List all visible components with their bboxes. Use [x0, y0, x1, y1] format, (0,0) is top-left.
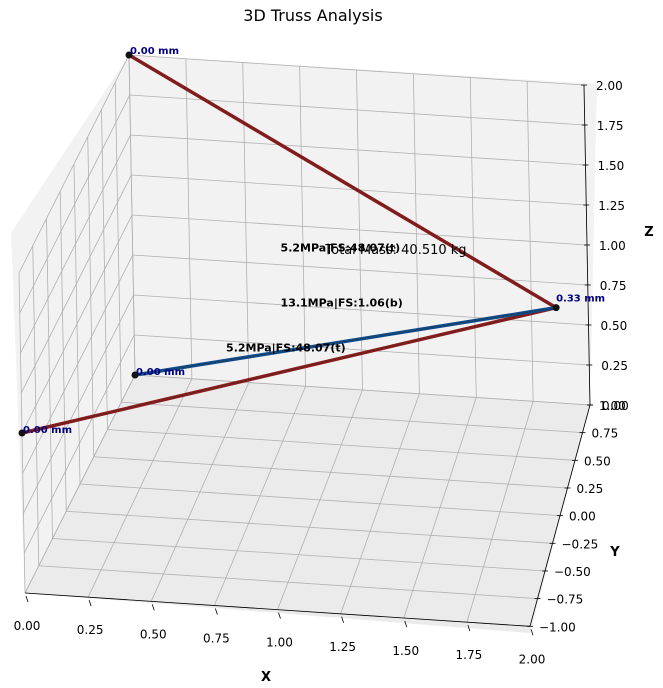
grid-lines: [18, 54, 591, 627]
x-tick-label: 2.00: [519, 652, 546, 666]
x-tick-label: 1.00: [266, 636, 293, 650]
y-tick-label: −0.25: [562, 537, 599, 551]
x-tick: [404, 620, 408, 628]
grid-line-z-side: [21, 214, 133, 434]
grid-line-z-side: [23, 334, 135, 554]
grid-line-z-side: [18, 54, 130, 274]
x-tick: [214, 608, 218, 615]
y-tick-label: 0.25: [577, 482, 604, 496]
grid-line-z-back: [128, 54, 585, 86]
grid-line-z-side: [20, 134, 131, 354]
x-tick-label: 0.50: [140, 627, 167, 641]
member-stress-label: 13.1MPa|FS:1.06(b): [281, 296, 403, 309]
node-displacement-label: 0.00 mm: [23, 425, 72, 436]
grid-line-y-floor: [134, 374, 591, 406]
side-wall-pane: [11, 55, 135, 593]
z-tick-label: 1.00: [599, 239, 626, 253]
x-axis-line: [24, 592, 531, 627]
x-tick-label: 0.75: [203, 631, 230, 645]
x-tick: [467, 625, 471, 632]
grid-line-y-floor: [121, 401, 583, 434]
grid-line-z-back: [133, 294, 589, 326]
z-tick-label: 1.50: [598, 159, 625, 173]
x-tick-label: 1.25: [329, 640, 356, 654]
member-stress-label: 5.2MPa|FS:48.07(t): [226, 341, 346, 354]
grid-line-z-back: [130, 134, 586, 166]
y-tick-label: 1.00: [599, 399, 626, 413]
x-tick-label: 1.75: [456, 648, 483, 662]
grid-line-z-side: [23, 294, 134, 514]
node-displacement-label: 0.33 mm: [556, 294, 605, 305]
y-tick-label: 0.75: [592, 427, 619, 441]
x-tick-label: 0.00: [14, 619, 41, 633]
y-axis-label: Y: [609, 545, 620, 560]
x-tick: [151, 604, 155, 611]
y-tick-label: 0.50: [584, 454, 611, 468]
grid-line-z-side: [22, 254, 134, 474]
x-axis-label: X: [261, 670, 271, 685]
grid-line-z-side: [19, 94, 131, 314]
grid-line-y-floor: [107, 429, 576, 461]
truss-node: [552, 304, 560, 312]
truss-members: [20, 53, 558, 435]
y-tick-label: −1.00: [539, 620, 576, 634]
z-tick-label: 0.50: [601, 319, 628, 333]
truss-node: [131, 371, 139, 379]
y-tick-label: −0.75: [547, 593, 584, 607]
x-tick: [530, 629, 534, 636]
node-displacement-label: 0.00 mm: [136, 367, 185, 378]
grid-line-y-floor: [38, 565, 538, 600]
z-tick-label: 1.75: [597, 119, 624, 133]
member-reference-line: [21, 307, 557, 434]
x-tick-label: 0.25: [77, 623, 104, 637]
z-tick-label: 0.00: [602, 399, 629, 413]
grid-line-z-back: [131, 214, 588, 246]
z-tick-label: 0.25: [601, 359, 628, 373]
x-tick: [88, 600, 92, 607]
grid-line-y-floor: [79, 483, 561, 517]
y-tick-label: 0.00: [569, 510, 596, 524]
axis-lines: [24, 84, 593, 636]
z-tick-label: 0.75: [600, 279, 627, 293]
grid-line-y-floor: [52, 538, 546, 572]
member-stress-label: 5.2MPa|FS:48.07(t): [281, 241, 401, 254]
annotations: 5.2MPa|FS:48.07(t) 5.2MPa|FS:48.07(t) 13.1…: [23, 46, 605, 436]
tick-labels: 0.00 0.25 0.50 0.75 1.00 1.25 1.50 1.75 2.00 1.00…: [14, 79, 629, 666]
x-tick-label: 1.50: [392, 644, 419, 658]
grid-line-y-floor: [66, 510, 553, 544]
grid-line-y-floor: [93, 456, 568, 489]
x-tick: [25, 595, 29, 603]
grid-line-z-back: [134, 334, 590, 366]
member-reference-line: [128, 54, 557, 308]
total-mass-annotation: Total Mass: 40.510 kg: [324, 243, 466, 258]
z-tick-label: 1.25: [598, 199, 625, 213]
z-tick-label: 2.00: [596, 79, 623, 93]
member-reference-line: [134, 307, 557, 376]
chart-title: 3D Truss Analysis: [243, 6, 382, 25]
z-axis-label: Z: [644, 225, 653, 240]
node-displacement-label: 0.00 mm: [130, 46, 179, 57]
truss-node: [125, 51, 133, 59]
y-tick-label: −0.50: [554, 565, 591, 579]
x-tick: [278, 612, 281, 619]
x-tick: [341, 616, 345, 623]
grid-line-z-side: [20, 174, 132, 394]
truss-node: [18, 429, 26, 437]
truss-nodes: [18, 51, 560, 437]
